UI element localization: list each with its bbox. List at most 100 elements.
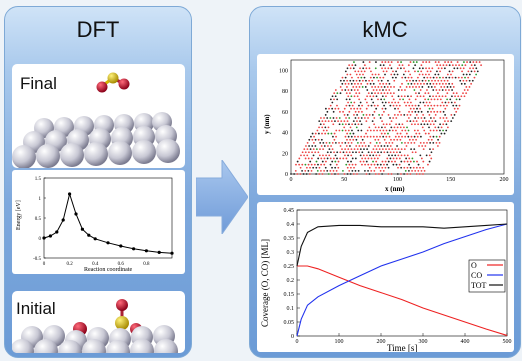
lattice-site (387, 166, 390, 169)
lattice-site (420, 110, 423, 113)
lattice-site (435, 135, 438, 138)
lattice-site (298, 163, 301, 166)
lattice-site (409, 120, 412, 123)
lattice-site (323, 169, 325, 172)
lattice-site (382, 82, 385, 85)
lattice-site (350, 95, 353, 98)
lattice-site (432, 148, 435, 151)
lattice-site (413, 89, 416, 91)
lattice-site (372, 160, 374, 163)
lattice-site (334, 107, 337, 110)
lattice-site (388, 148, 391, 151)
lattice-site (323, 157, 326, 160)
lattice-site (360, 123, 363, 126)
lattice-site (353, 148, 356, 151)
lattice-xtick-label: 200 (500, 177, 509, 183)
lattice-site (430, 157, 433, 160)
lattice-site (427, 132, 430, 135)
lattice-site (363, 142, 366, 144)
lattice-site (343, 79, 345, 82)
lattice-site (390, 67, 393, 70)
lattice-site (350, 89, 353, 91)
lattice-site (302, 173, 305, 175)
lattice-site (307, 163, 310, 166)
lattice-site (422, 148, 425, 151)
lattice-site (374, 173, 377, 175)
lattice-site (387, 61, 390, 63)
lattice-site (395, 123, 398, 126)
coverage-line-tot (296, 223, 508, 267)
lattice-site (432, 123, 435, 126)
lattice-site (381, 61, 384, 63)
lattice-site (402, 98, 405, 101)
lattice-site (365, 132, 367, 135)
lattice-site (344, 129, 347, 132)
lattice-site (331, 148, 334, 151)
lattice-site (306, 154, 309, 157)
lattice-site (353, 107, 356, 110)
lattice-site (394, 154, 397, 157)
energy-point (157, 250, 161, 254)
lattice-site (451, 89, 454, 91)
lattice-site (444, 120, 446, 123)
lattice-site (432, 135, 435, 138)
lattice-site (403, 95, 406, 98)
lattice-site (359, 67, 361, 70)
energy-ylabel: Energy [eV] (16, 200, 22, 230)
lattice-site (400, 154, 403, 157)
lattice-site (360, 70, 363, 73)
lattice-site (462, 73, 465, 76)
lattice-site (362, 114, 365, 116)
lattice-site (422, 160, 425, 163)
lattice-site (393, 79, 396, 82)
lattice-site (453, 101, 456, 104)
lattice-site (351, 157, 354, 160)
lattice-site (380, 86, 383, 88)
initial-label: Initial (16, 299, 56, 318)
lattice-site (380, 151, 383, 154)
lattice-site (428, 107, 431, 110)
lattice-site (337, 107, 340, 110)
lattice-site (398, 123, 401, 126)
lattice-site (349, 73, 352, 76)
coverage-xtick-label: 0 (296, 339, 299, 345)
lattice-site (347, 148, 350, 151)
lattice-site (311, 145, 314, 147)
coverage-chart: 0 0.05 0.1 0.15 0.2 0.25 0.3 0.35 0.4 0.45 0 100 200… (260, 208, 512, 352)
energy-point (87, 233, 91, 237)
lattice-site (330, 145, 332, 147)
lattice-site (322, 148, 325, 151)
lattice-site (377, 98, 379, 101)
lattice-site (355, 73, 358, 76)
lattice-site (350, 142, 353, 144)
lattice-site (354, 110, 357, 113)
lattice-site (421, 73, 424, 76)
lattice-site (390, 73, 393, 76)
energy-point (170, 251, 174, 255)
lattice-site (389, 145, 392, 147)
lattice-site (358, 145, 361, 147)
lattice-site (381, 160, 384, 163)
lattice-site (374, 145, 376, 147)
lattice-site (457, 76, 460, 79)
lattice-site (426, 123, 429, 126)
lattice-site (346, 86, 348, 88)
lattice-site (308, 173, 311, 175)
lattice-site (344, 135, 347, 138)
lattice-site (445, 123, 448, 126)
lattice-site (420, 169, 423, 172)
lattice-site (405, 86, 408, 88)
lattice-site (466, 61, 468, 63)
lattice-site (388, 101, 390, 104)
lattice-site (373, 123, 376, 126)
lattice-site (399, 98, 401, 101)
lattice-site (366, 135, 369, 138)
lattice-site (395, 163, 398, 166)
lattice-site (379, 163, 382, 166)
lattice-site (383, 145, 386, 147)
lattice-site (353, 101, 356, 104)
lattice-site (358, 92, 361, 95)
lattice-site (353, 82, 356, 85)
lattice-site (344, 76, 347, 79)
lattice-site (395, 117, 398, 119)
